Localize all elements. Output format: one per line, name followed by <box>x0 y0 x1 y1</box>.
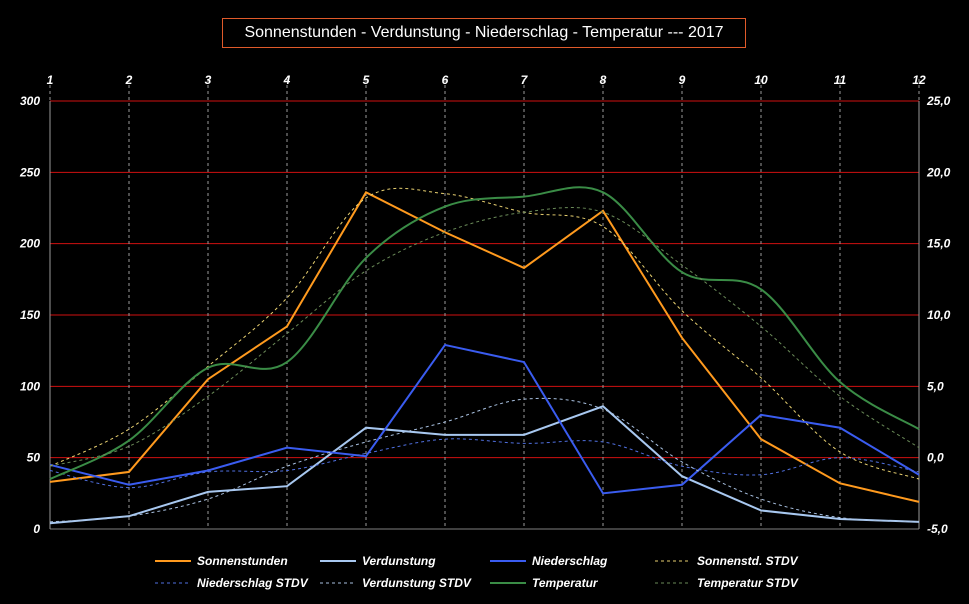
y-left-tick-label: 150 <box>20 308 40 322</box>
y-right-tick-label: 0,0 <box>927 451 944 465</box>
x-tick-label: 6 <box>442 73 449 87</box>
legend-label-temperatur-stdv: Temperatur STDV <box>697 576 799 590</box>
x-tick-label: 10 <box>754 73 768 87</box>
legend-label-verdunstung-stdv: Verdunstung STDV <box>362 576 472 590</box>
x-tick-label: 7 <box>521 73 529 87</box>
y-right-tick-label: 25,0 <box>926 94 951 108</box>
series-line-sonnenstunden <box>49 190 920 503</box>
series-line-verdunstung-stdv <box>49 397 920 523</box>
series-line-verdunstung <box>49 405 920 525</box>
series-line-niederschlag <box>49 343 920 495</box>
legend-label-sonnenstd-stdv: Sonnenstd. STDV <box>697 554 799 568</box>
series-line-temperatur-stdv <box>49 207 920 467</box>
x-tick-label: 4 <box>283 73 291 87</box>
x-tick-label: 8 <box>600 73 607 87</box>
y-right-tick-label: -5,0 <box>927 522 948 536</box>
series-line-niederschlag-stdv <box>49 438 920 489</box>
y-left-tick-label: 100 <box>20 379 40 393</box>
y-right-tick-label: 20,0 <box>926 165 951 179</box>
y-left-tick-label: 50 <box>27 451 41 465</box>
y-left-tick-label: 250 <box>19 165 40 179</box>
legend-label-temperatur: Temperatur <box>532 576 599 590</box>
legend-label-niederschlag: Niederschlag <box>532 554 608 568</box>
y-right-tick-label: 15,0 <box>927 237 951 251</box>
legend-label-verdunstung: Verdunstung <box>362 554 436 568</box>
chart-title: Sonnenstunden - Verdunstung - Niederschl… <box>222 18 746 48</box>
y-right-tick-label: 5,0 <box>927 379 944 393</box>
x-tick-label: 1 <box>47 73 54 87</box>
series-line-temperatur <box>49 186 920 480</box>
x-tick-label: 2 <box>125 73 133 87</box>
y-left-tick-label: 300 <box>20 94 40 108</box>
y-right-tick-label: 10,0 <box>927 308 951 322</box>
x-tick-label: 12 <box>912 73 926 87</box>
x-tick-label: 9 <box>679 73 686 87</box>
y-left-tick-label: 0 <box>33 522 40 536</box>
legend-label-sonnenstunden: Sonnenstunden <box>197 554 288 568</box>
x-tick-label: 11 <box>834 73 847 87</box>
x-tick-label: 5 <box>363 73 370 87</box>
x-tick-label: 3 <box>205 73 212 87</box>
legend-label-niederschlag-stdv: Niederschlag STDV <box>197 576 309 590</box>
y-left-tick-label: 200 <box>19 237 40 251</box>
